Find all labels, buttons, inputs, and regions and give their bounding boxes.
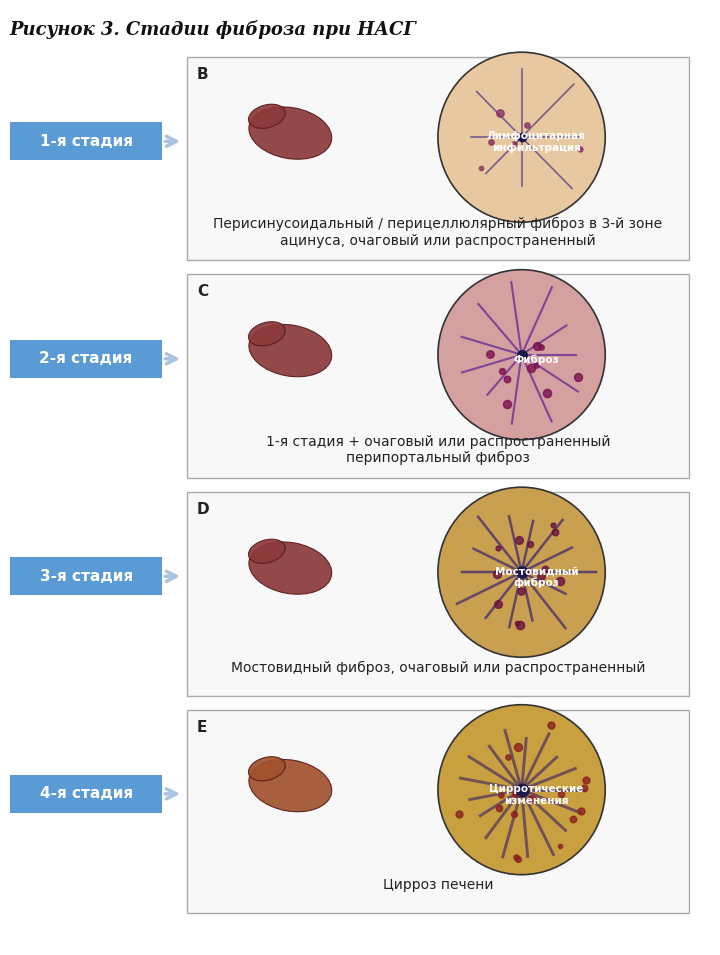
Text: B: B	[197, 67, 209, 82]
FancyBboxPatch shape	[187, 492, 689, 695]
Ellipse shape	[249, 107, 332, 159]
FancyBboxPatch shape	[187, 274, 689, 478]
Circle shape	[438, 705, 606, 875]
Circle shape	[438, 269, 606, 439]
FancyBboxPatch shape	[10, 122, 163, 160]
Text: Цирротические
изменения: Цирротические изменения	[489, 784, 583, 805]
FancyBboxPatch shape	[187, 57, 689, 261]
Text: 2-я стадия: 2-я стадия	[40, 351, 132, 367]
Text: 3-я стадия: 3-я стадия	[40, 569, 132, 584]
FancyBboxPatch shape	[10, 340, 163, 378]
Text: D: D	[197, 502, 210, 517]
Text: Рисунок 3. Стадии фиброза при НАСГ: Рисунок 3. Стадии фиброза при НАСГ	[10, 20, 417, 39]
Ellipse shape	[249, 541, 332, 594]
Circle shape	[438, 487, 606, 657]
Text: 1-я стадия: 1-я стадия	[40, 134, 132, 149]
Ellipse shape	[249, 325, 332, 377]
Text: Цирроз печени: Цирроз печени	[383, 878, 493, 892]
Text: Фиброз: Фиброз	[513, 354, 559, 365]
Ellipse shape	[249, 759, 332, 812]
Circle shape	[438, 53, 606, 223]
Text: E: E	[197, 719, 207, 734]
FancyBboxPatch shape	[187, 710, 689, 913]
Text: Мостовидный
фиброз: Мостовидный фиброз	[495, 566, 578, 588]
Text: 1-я стадия + очаговый или распространенный
перипортальный фиброз: 1-я стадия + очаговый или распространенн…	[266, 435, 610, 465]
Ellipse shape	[248, 322, 285, 346]
Text: Мостовидный фиброз, очаговый или распространенный: Мостовидный фиброз, очаговый или распрос…	[230, 661, 645, 674]
Text: C: C	[197, 285, 208, 300]
Text: Лимфоцитарная
инфильтрация: Лимфоцитарная инфильтрация	[487, 132, 586, 153]
Text: 4-я стадия: 4-я стадия	[40, 786, 132, 801]
FancyBboxPatch shape	[10, 558, 163, 595]
Ellipse shape	[248, 540, 285, 563]
Ellipse shape	[248, 756, 285, 781]
FancyBboxPatch shape	[10, 775, 163, 813]
Ellipse shape	[248, 104, 285, 128]
Text: Перисинусоидальный / перицеллюлярный фиброз в 3-й зоне
ацинуса, очаговый или рас: Перисинусоидальный / перицеллюлярный фиб…	[213, 218, 662, 247]
